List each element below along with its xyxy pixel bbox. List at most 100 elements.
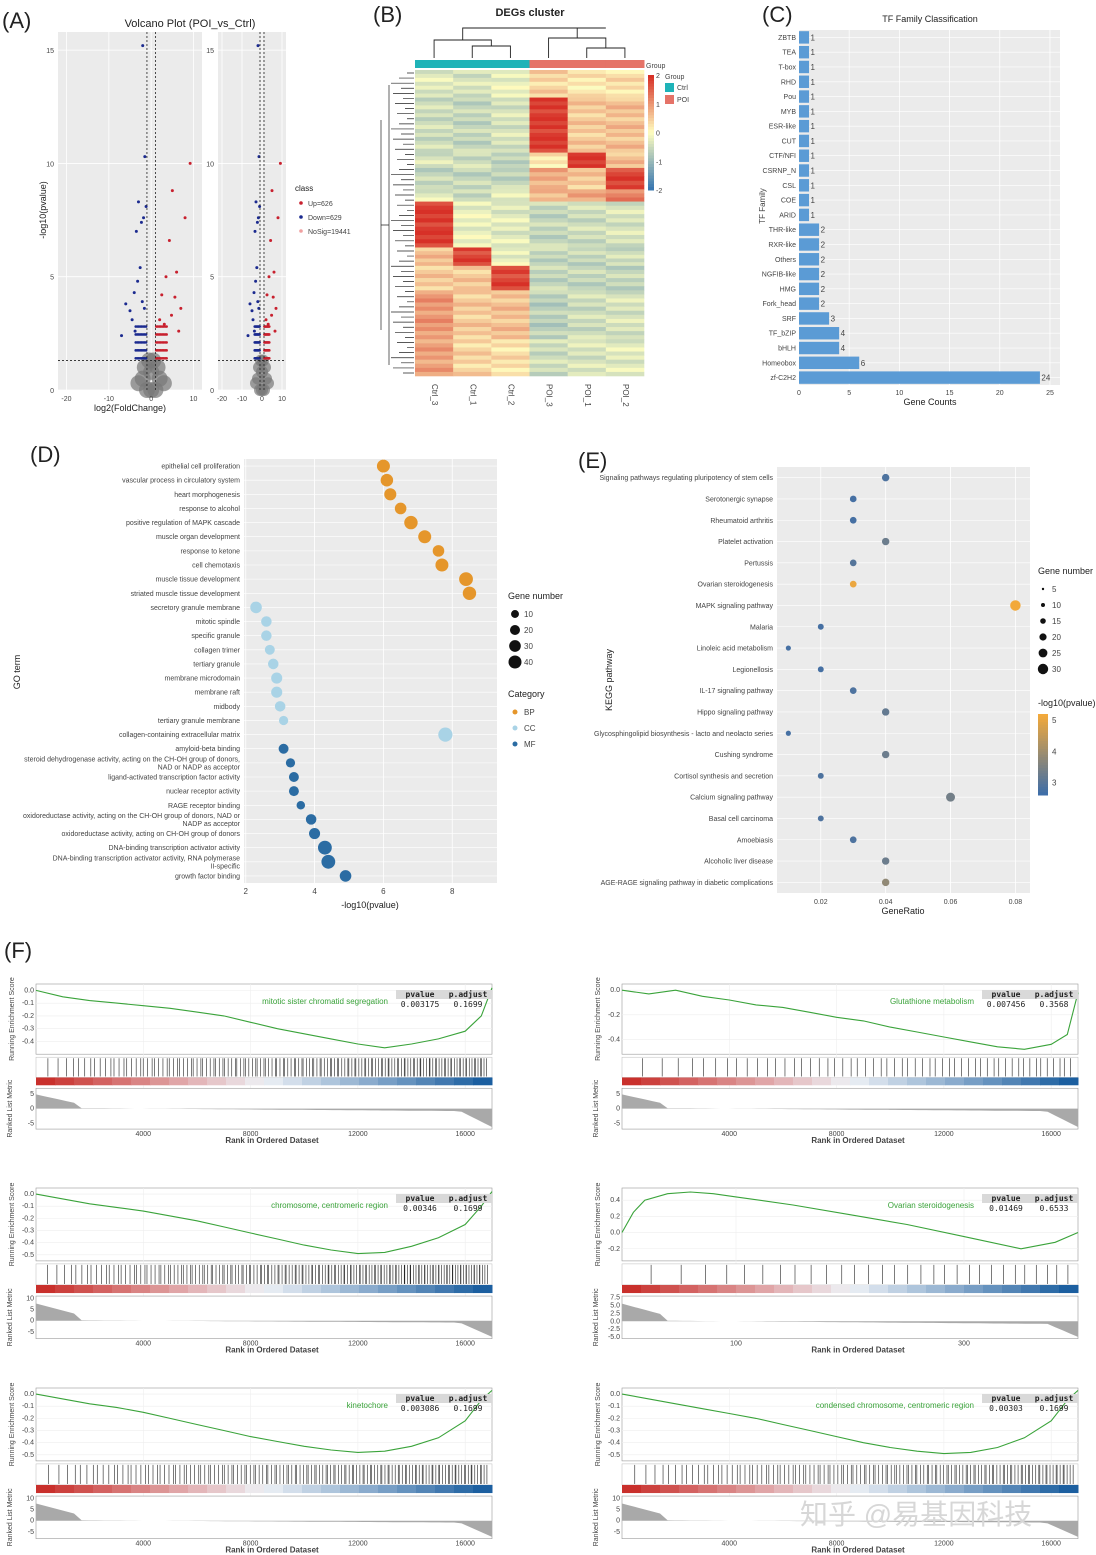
volcano-legend-swatch	[299, 201, 303, 205]
gsea-rank-color-step	[112, 1484, 132, 1494]
go-category-legend-dot	[512, 725, 518, 731]
heatmap-column-dendrogram	[433, 27, 626, 58]
volcano-zoom-xtick: 10	[278, 396, 286, 403]
gsea-es-ytick: -0.1	[608, 1403, 620, 1410]
heatmap-cell	[529, 73, 568, 79]
volcano-point-up	[170, 189, 174, 193]
heatmap-cell	[415, 262, 454, 267]
gsea-metric-ytick: 5	[30, 1091, 34, 1098]
go-point	[267, 658, 279, 670]
gsea-rank-color-step	[397, 1077, 417, 1086]
gsea-metric-ytick: -5	[28, 1120, 34, 1127]
heatmap-cell	[529, 262, 568, 267]
tf-bar	[799, 60, 810, 74]
go-size-legend-label: 20	[524, 626, 533, 635]
gsea-table-header: pvalue	[406, 990, 435, 999]
heatmap-cell	[605, 132, 645, 138]
heatmap-cell	[491, 113, 530, 118]
gsea-panel: 0.0 -0.2 -0.4 Glutathione metabolism pvalue p…	[593, 977, 1079, 1145]
gsea-es-ytick: -0.2	[22, 1013, 34, 1020]
kegg-size-legend-label: 5	[1052, 585, 1057, 594]
heatmap-cell	[453, 180, 492, 186]
gsea-rank-color-step	[321, 1284, 341, 1294]
gsea-metric-ytick: -5.0	[608, 1334, 620, 1341]
heatmap-cell	[491, 97, 530, 102]
heatmap-cell	[567, 371, 607, 377]
kegg-pathway-label: Hippo signaling pathway	[697, 709, 773, 716]
gsea-rank-color-step	[454, 1284, 474, 1294]
gsea-metric-ytick: -5	[614, 1529, 620, 1536]
kegg-color-legend-step	[1038, 759, 1048, 764]
volcano-point-up	[165, 349, 168, 352]
gsea-xtick: 8000	[243, 1341, 259, 1348]
go-point	[261, 630, 272, 641]
heatmap-group-title: Group	[646, 63, 666, 70]
gsea-metric-ytick: 0	[616, 1106, 620, 1113]
kegg-xtick: 0.04	[879, 899, 893, 906]
heatmap-column-label: POI_3	[545, 384, 554, 407]
heatmap-legend-step	[648, 178, 654, 182]
gsea-rank-color-step	[1021, 1077, 1041, 1086]
heatmap-cell	[491, 160, 530, 165]
gsea-xlabel: Rank in Ordered Dataset	[811, 1346, 905, 1355]
gsea-metric-ylabel: Ranked List Metric	[7, 1488, 14, 1546]
heatmap-cell	[491, 265, 530, 271]
heatmap-cell	[605, 230, 645, 236]
volcano-point-down	[128, 309, 132, 313]
heatmap-cell	[567, 218, 607, 223]
kegg-color-legend-step	[1038, 773, 1048, 777]
heatmap-cell	[529, 167, 568, 173]
go-point	[321, 854, 336, 869]
heatmap-cell	[415, 251, 454, 256]
heatmap-cell	[453, 262, 492, 267]
heatmap-cell	[605, 105, 645, 110]
volcano-point-down	[134, 325, 138, 328]
heatmap-cell	[605, 251, 645, 256]
gsea-xlabel: Rank in Ordered Dataset	[225, 1546, 319, 1555]
gsea-rank-color-step	[907, 1077, 927, 1086]
kegg-point	[849, 687, 857, 694]
gsea-rank-color-step	[245, 1284, 265, 1294]
heatmap-cell	[529, 97, 568, 102]
gsea-rank-color-step	[321, 1077, 341, 1086]
gsea-panel: 0.4 0.2 0.0 -0.2 Ovarian steroidogenesis pval…	[593, 1183, 1079, 1355]
heatmap-cell	[415, 144, 454, 149]
heatmap-cell	[605, 278, 645, 283]
gsea-metric-ytick: 5.0	[610, 1303, 620, 1310]
gsea-rank-color-step	[831, 1284, 851, 1294]
kegg-size-legend-label: 30	[1052, 665, 1061, 674]
heatmap-cell	[453, 136, 492, 142]
heatmap-cell	[491, 359, 530, 365]
heatmap-legend-step	[648, 161, 654, 165]
tf-category-label: T-box	[778, 64, 796, 71]
heatmap-cell	[605, 89, 645, 94]
heatmap-cell	[567, 172, 607, 177]
gsea-metric-ytick: 5	[30, 1307, 34, 1314]
volcano-point-down	[253, 229, 257, 233]
heatmap-cell	[453, 172, 492, 177]
heatmap-legend-step	[648, 77, 654, 82]
gsea-rank-color-step	[793, 1484, 813, 1494]
heatmap-legend-step	[648, 152, 654, 156]
gsea-rank-color-step	[169, 1284, 189, 1294]
heatmap-cell	[529, 140, 568, 146]
heatmap-cell	[529, 129, 568, 134]
kegg-color-legend-step	[1038, 730, 1048, 734]
tf-bar	[799, 297, 820, 310]
tf-bar	[799, 90, 810, 103]
heatmap-cell	[491, 201, 530, 207]
heatmap-cell	[567, 251, 607, 256]
gsea-xtick: 4000	[722, 1541, 738, 1548]
heatmap-cell	[567, 152, 607, 157]
tf-category-label: CSRNP_N	[763, 168, 796, 175]
kegg-point	[849, 516, 857, 524]
volcano-zoom-ytick: 15	[206, 48, 214, 55]
heatmap-cell	[567, 351, 607, 356]
heatmap-cell	[567, 205, 607, 211]
heatmap-cell	[605, 226, 645, 232]
gsea-es-ytick: -0.3	[22, 1026, 34, 1033]
gsea-rank-color-step	[983, 1484, 1003, 1494]
heatmap-cell	[415, 294, 454, 299]
gsea-xtick: 4000	[136, 1541, 152, 1548]
heatmap-cell	[605, 355, 645, 360]
